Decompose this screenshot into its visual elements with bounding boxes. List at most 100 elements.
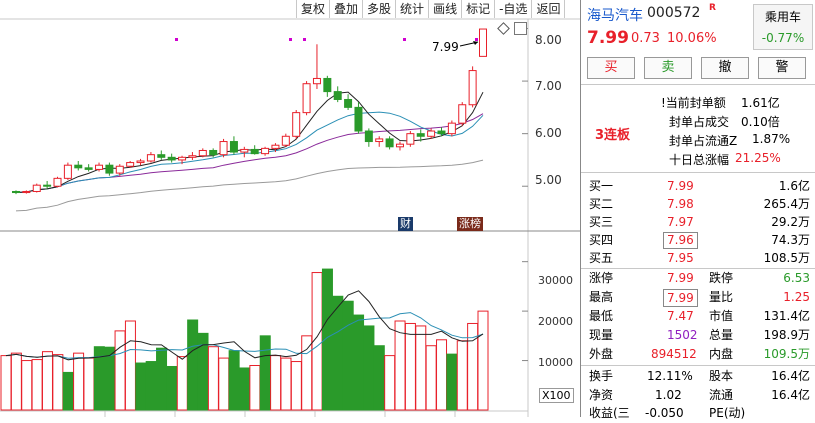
stat-value: 12.11%: [647, 369, 693, 383]
event-marker: [289, 38, 292, 41]
bid-row[interactable]: 买四 7.96 74.3万: [581, 231, 815, 249]
limit-streak: 3连板: [595, 128, 631, 143]
candle-body: [395, 143, 404, 148]
price-axis-label: 8.00: [535, 33, 562, 47]
stat-label: 收益(三: [589, 406, 630, 420]
candle-body: [458, 104, 467, 124]
divider: [581, 84, 815, 85]
stat-value: 894512: [651, 347, 697, 361]
bid-row[interactable]: 买二 7.98 265.4万: [581, 195, 815, 213]
candle-body: [437, 130, 446, 135]
kline-chart-area[interactable]: 复权 叠加 多股 统计 画线 标记 -自选 返回 8.00 7.00 6.00 …: [0, 0, 580, 417]
bid-label: 买五: [589, 251, 614, 265]
volume-bar: [290, 361, 302, 411]
candle-body: [271, 144, 280, 149]
volume-bar: [404, 322, 416, 411]
stat-label: 内盘: [709, 347, 734, 361]
volume-bar: [124, 320, 136, 411]
stat-value: 7.99: [667, 271, 694, 285]
stock-name[interactable]: 海马汽车: [587, 8, 643, 24]
candle-body: [219, 141, 228, 156]
bid-price: 7.99: [667, 179, 694, 193]
seal-value: 0.10倍: [741, 115, 780, 129]
candle-body: [146, 154, 155, 162]
price-axis-label: 5.00: [535, 173, 562, 187]
kline-svg[interactable]: [0, 0, 580, 417]
candle-body: [53, 177, 62, 187]
seal-label: 封单占流通Z: [669, 134, 738, 148]
price-annotation-arrowhead: [473, 41, 478, 45]
expand-icon[interactable]: [514, 22, 527, 35]
volume-bar: [62, 371, 74, 411]
toolbar-fuquan[interactable]: 复权: [296, 0, 329, 18]
stat-value: 198.9万: [763, 328, 810, 342]
volume-bar: [456, 340, 468, 411]
stat-row: 净资 1.02 流通 16.4亿: [581, 386, 815, 405]
toolbar-tongji[interactable]: 统计: [395, 0, 428, 18]
toolbar-diejia[interactable]: 叠加: [329, 0, 362, 18]
stat-value: 131.4亿: [763, 309, 810, 323]
candle-body: [63, 164, 72, 179]
volume-bar: [156, 347, 168, 411]
stat-value: 7.99: [663, 289, 698, 307]
volume-bar: [436, 339, 448, 411]
toolbar-zixuan[interactable]: -自选: [494, 0, 531, 18]
volume-axis-label: 30000: [538, 274, 573, 287]
sector-name: 乘用车: [764, 10, 801, 24]
ma5-line: [15, 91, 484, 193]
volume-bar: [446, 353, 458, 411]
volume-axis-label: 10000: [538, 356, 573, 369]
bid-price: 7.95: [667, 251, 694, 265]
bid-row[interactable]: 买五 7.95 108.5万: [581, 249, 815, 267]
toolbar-huaxian[interactable]: 画线: [428, 0, 461, 18]
candle-body: [261, 147, 270, 155]
toolbar-fanhui[interactable]: 返回: [531, 0, 566, 18]
price-axis-label: 6.00: [535, 126, 562, 140]
candle-body: [105, 164, 114, 174]
alert-button[interactable]: 警: [758, 57, 806, 79]
volume-bar: [384, 355, 396, 411]
bid-volume: 1.6亿: [778, 179, 810, 193]
volume-bar: [280, 357, 292, 411]
sector-box[interactable]: 乘用车 -0.77%: [753, 4, 813, 50]
volume-bar: [166, 365, 178, 411]
price-axis-label: 7.00: [535, 79, 562, 93]
volume-bar: [176, 356, 188, 411]
bid-row[interactable]: 买一 7.99 1.6亿: [581, 177, 815, 195]
bid-volume: 29.2万: [771, 215, 810, 229]
stat-row: 现量 1502 总量 198.9万: [581, 326, 815, 345]
limitup-badge[interactable]: 涨榜: [457, 217, 483, 231]
volume-bar: [104, 346, 116, 411]
toolbar-biaoji[interactable]: 标记: [461, 0, 494, 18]
price-annotation: 7.99: [432, 40, 459, 54]
seal-value: 1.61亿: [741, 96, 780, 110]
candle-body: [167, 156, 176, 161]
stat-label: 量比: [709, 290, 734, 304]
event-marker: [403, 38, 406, 41]
buy-button[interactable]: 买: [587, 57, 635, 79]
volume-bar: [145, 361, 157, 411]
candle-body: [375, 138, 384, 143]
cancel-button[interactable]: 撤: [701, 57, 749, 79]
candle-body: [95, 164, 104, 170]
volume-bar: [249, 365, 261, 411]
bid-volume: 74.3万: [771, 233, 810, 247]
candle-body: [333, 91, 342, 100]
stat-value: 1.25: [783, 290, 810, 304]
bid-price: 7.97: [667, 215, 694, 229]
toolbar-duogu[interactable]: 多股: [362, 0, 395, 18]
candle-body: [229, 141, 238, 153]
candle-body: [406, 133, 415, 145]
candle-body: [385, 138, 394, 148]
candle-body: [323, 77, 332, 93]
finance-badge[interactable]: 财: [398, 217, 413, 231]
volume-bar: [187, 319, 199, 411]
bid-row[interactable]: 买三 7.97 29.2万: [581, 213, 815, 231]
volume-axis-label: 20000: [538, 315, 573, 328]
candle-body: [447, 122, 456, 135]
candle-body: [84, 167, 93, 170]
candle-body: [364, 130, 373, 143]
candle-body: [136, 160, 145, 164]
sell-button[interactable]: 卖: [644, 57, 692, 79]
stat-label: 最高: [589, 290, 614, 304]
